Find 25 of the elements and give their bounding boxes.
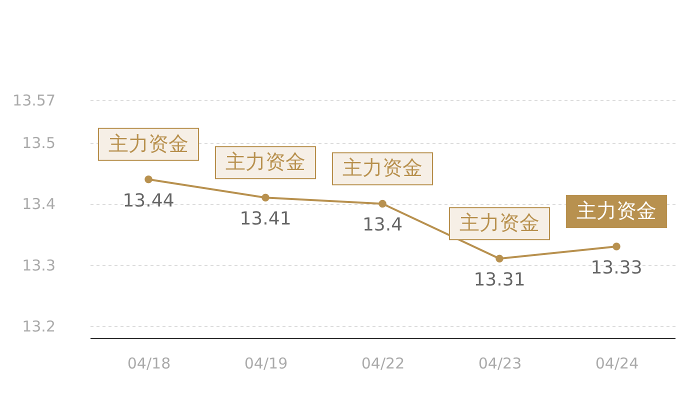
point xyxy=(496,254,504,263)
data-label: 13.4 xyxy=(362,214,403,236)
data-label: 13.31 xyxy=(474,270,526,291)
point xyxy=(144,175,152,184)
point xyxy=(262,194,270,202)
y-tick-label: 13.2 xyxy=(22,317,56,336)
y-tick-label: 13.3 xyxy=(22,256,56,274)
annotation: 主力资金 xyxy=(342,156,422,180)
point xyxy=(612,242,620,250)
annotation: 主力资金 xyxy=(108,131,188,156)
x-tick-label: 04/22 xyxy=(361,354,405,372)
annotation: 主力资金 xyxy=(460,210,540,235)
x-tick-label: 04/23 xyxy=(478,354,522,372)
data-label: 13.41 xyxy=(240,208,292,230)
annotation: 主力资金 xyxy=(576,198,656,222)
x-tick-label: 04/19 xyxy=(244,354,288,372)
point xyxy=(378,200,386,208)
y-tick-label: 13.5 xyxy=(22,134,56,152)
x-tick-label: 04/24 xyxy=(595,354,639,372)
y-tick-label: 13.57 xyxy=(12,92,56,110)
x-tick-label: 04/18 xyxy=(127,354,171,372)
y-tick-label: 13.4 xyxy=(22,195,56,214)
data-label: 13.33 xyxy=(590,257,642,278)
data-label: 13.44 xyxy=(122,190,174,212)
annotation: 主力资金 xyxy=(226,150,306,174)
